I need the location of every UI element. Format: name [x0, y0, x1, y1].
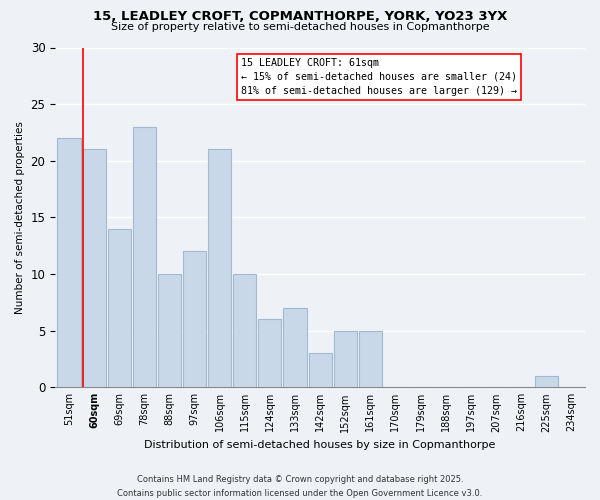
- Bar: [83, 150, 106, 388]
- Bar: [283, 308, 307, 388]
- Bar: [208, 150, 231, 388]
- Bar: [535, 376, 557, 388]
- Bar: [334, 330, 357, 388]
- Bar: [58, 138, 80, 388]
- Bar: [133, 127, 156, 388]
- Text: Size of property relative to semi-detached houses in Copmanthorpe: Size of property relative to semi-detach…: [110, 22, 490, 32]
- Bar: [259, 320, 281, 388]
- Y-axis label: Number of semi-detached properties: Number of semi-detached properties: [15, 121, 25, 314]
- Bar: [233, 274, 256, 388]
- Bar: [107, 228, 131, 388]
- Bar: [183, 252, 206, 388]
- Bar: [359, 330, 382, 388]
- Bar: [308, 354, 332, 388]
- Text: 15 LEADLEY CROFT: 61sqm
← 15% of semi-detached houses are smaller (24)
81% of se: 15 LEADLEY CROFT: 61sqm ← 15% of semi-de…: [241, 58, 517, 96]
- Bar: [158, 274, 181, 388]
- X-axis label: Distribution of semi-detached houses by size in Copmanthorpe: Distribution of semi-detached houses by …: [145, 440, 496, 450]
- Text: 15, LEADLEY CROFT, COPMANTHORPE, YORK, YO23 3YX: 15, LEADLEY CROFT, COPMANTHORPE, YORK, Y…: [93, 10, 507, 23]
- Text: Contains HM Land Registry data © Crown copyright and database right 2025.
Contai: Contains HM Land Registry data © Crown c…: [118, 476, 482, 498]
